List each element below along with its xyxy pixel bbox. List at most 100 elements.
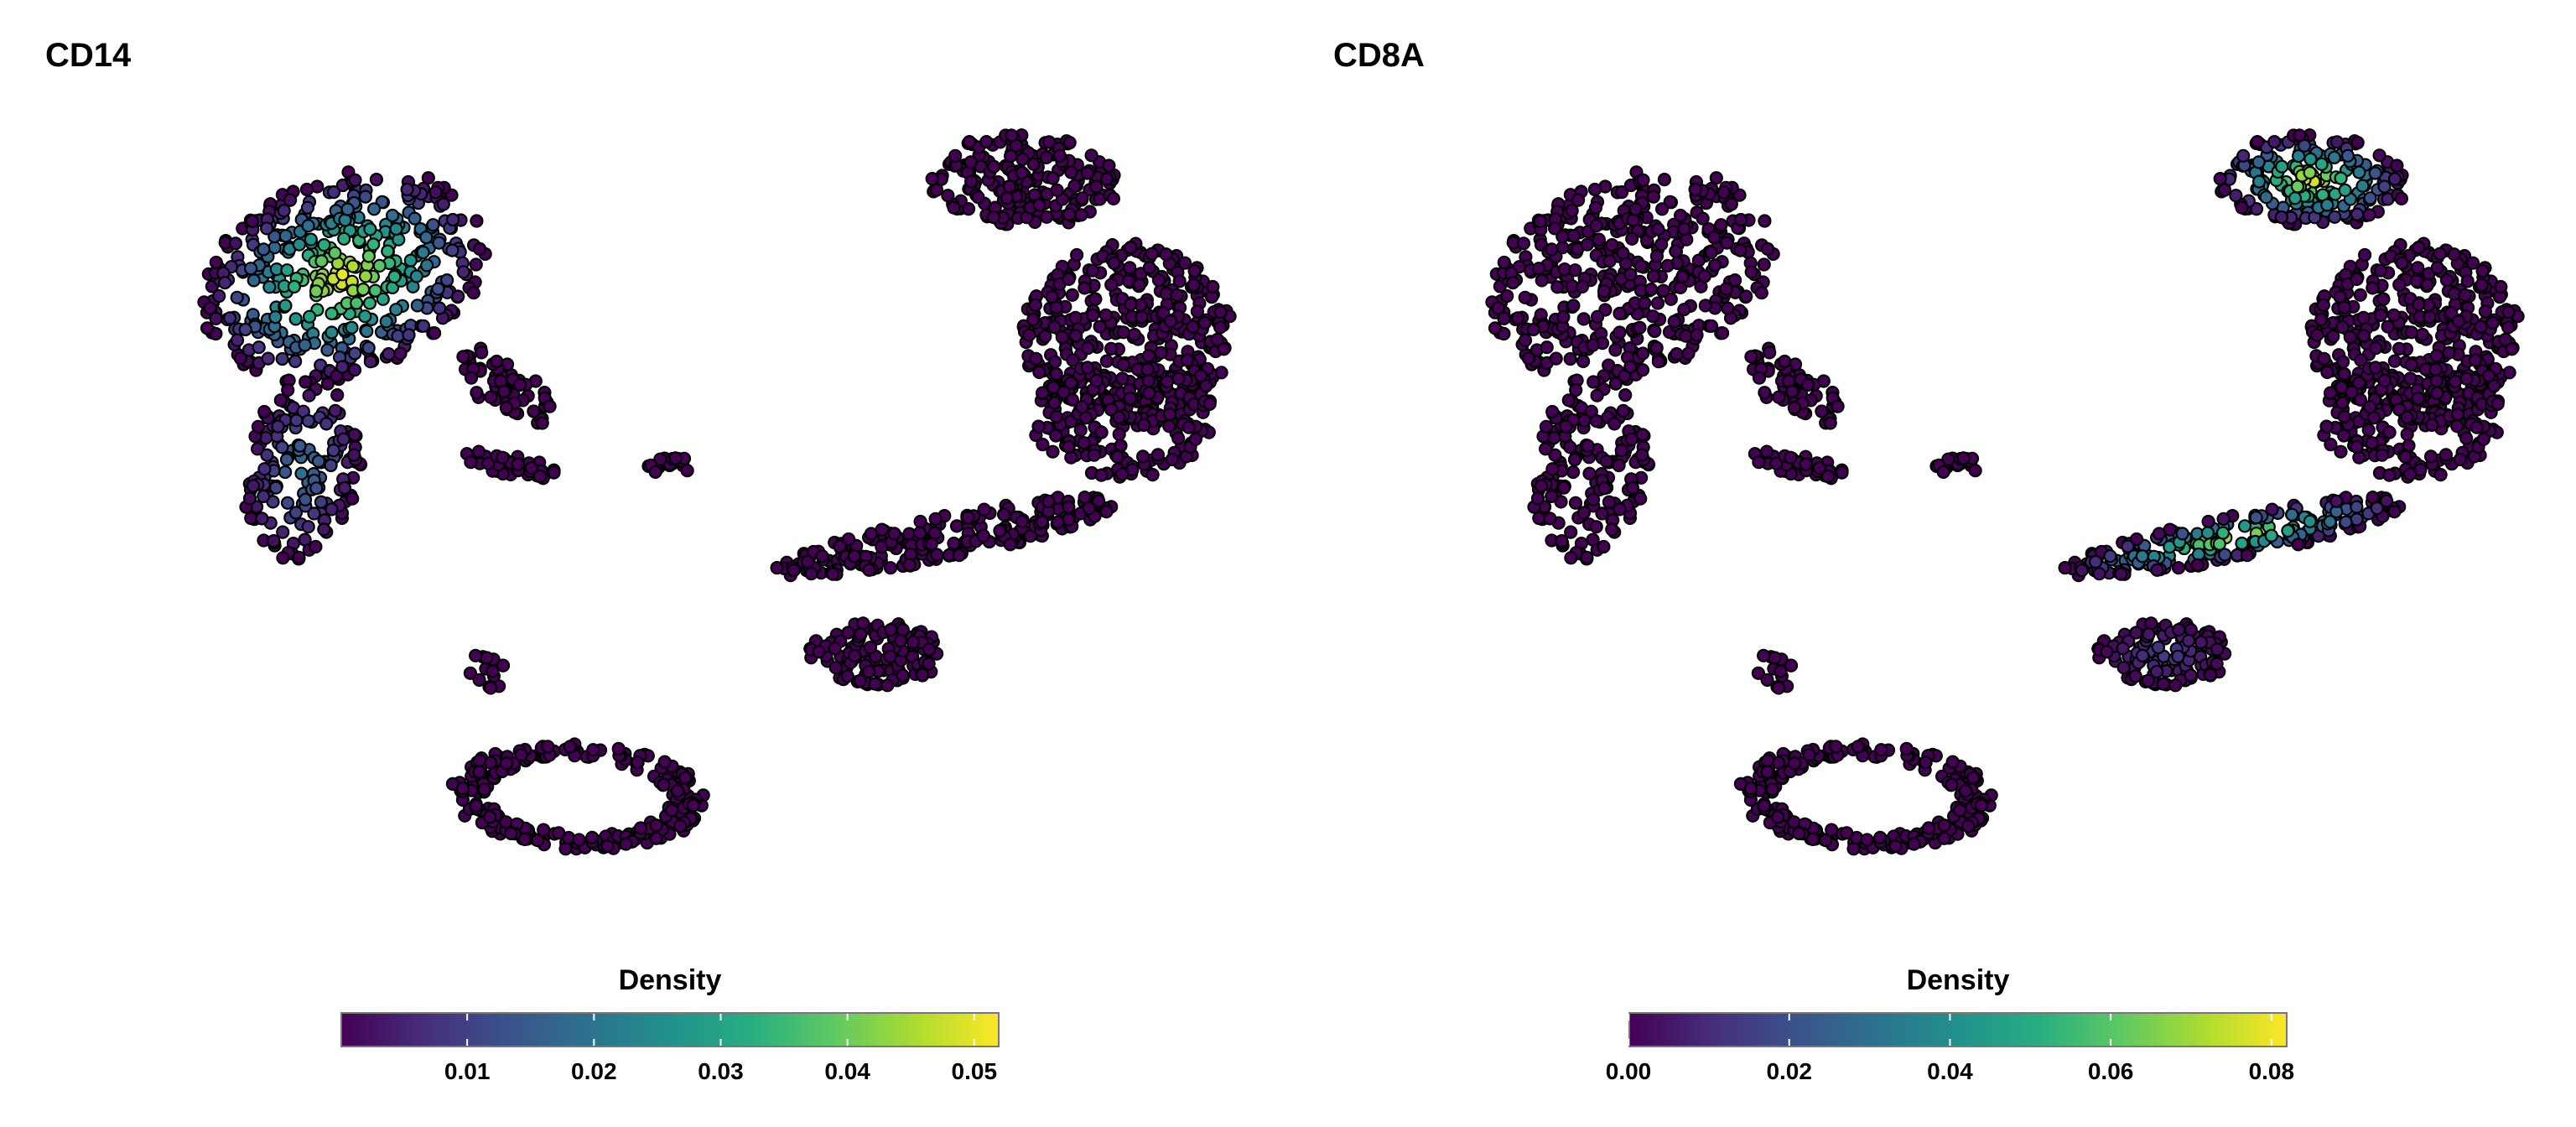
data-point — [356, 283, 371, 297]
data-point — [2353, 392, 2368, 407]
data-point — [976, 528, 990, 543]
data-point — [1771, 681, 1786, 695]
data-point — [271, 419, 285, 434]
data-point — [1142, 261, 1156, 275]
legend-title: Density — [1906, 964, 2010, 996]
data-point — [1667, 314, 1681, 329]
data-point — [1873, 830, 1888, 845]
data-point — [1590, 388, 1604, 402]
data-point — [391, 329, 405, 343]
data-point — [1812, 460, 1826, 475]
data-point — [2501, 320, 2516, 335]
data-point — [963, 155, 978, 169]
data-point — [416, 319, 431, 333]
data-point — [1040, 210, 1054, 224]
data-point — [470, 214, 484, 228]
data-point — [2151, 640, 2166, 655]
data-point — [2293, 128, 2307, 143]
data-point — [841, 532, 856, 547]
data-point — [1049, 409, 1063, 424]
data-point — [1602, 254, 1617, 268]
data-point — [2121, 539, 2135, 553]
data-point — [1613, 502, 1627, 517]
data-point — [1140, 362, 1155, 377]
data-point — [1613, 306, 1627, 320]
data-point — [1633, 491, 1648, 506]
data-point — [289, 413, 304, 428]
data-point — [2357, 247, 2372, 262]
data-point — [1015, 514, 1029, 528]
data-point — [293, 439, 307, 453]
data-point — [402, 328, 416, 342]
data-point — [1075, 191, 1089, 205]
data-point — [2103, 549, 2117, 564]
data-point — [269, 480, 283, 495]
data-point — [1937, 831, 1951, 845]
data-point — [1688, 182, 1702, 197]
data-point — [1180, 353, 1195, 367]
data-point — [209, 255, 223, 270]
data-point — [363, 355, 377, 369]
data-point — [2218, 548, 2232, 562]
data-point — [347, 363, 362, 377]
data-point — [770, 560, 784, 575]
data-point — [1540, 340, 1554, 355]
data-point — [1137, 418, 1151, 432]
data-point — [847, 648, 862, 663]
data-point — [283, 193, 298, 207]
data-point — [2369, 341, 2383, 356]
data-point — [902, 558, 917, 572]
data-point — [1820, 469, 1836, 484]
data-point — [2212, 537, 2226, 551]
data-point — [1099, 172, 1114, 186]
data-point — [2412, 298, 2426, 312]
colorbar-tick-label: 0.06 — [2087, 1058, 2134, 1084]
data-point — [952, 548, 967, 563]
data-point — [1760, 673, 1774, 688]
data-point — [1752, 455, 1766, 470]
data-point — [2236, 148, 2251, 163]
data-point — [947, 536, 961, 551]
data-point — [1618, 388, 1633, 402]
data-point — [2128, 669, 2142, 683]
data-point — [2320, 198, 2334, 212]
colorbar-gradient — [340, 1012, 1000, 1047]
data-point — [1757, 799, 1771, 813]
data-point — [2240, 548, 2255, 563]
data-point — [294, 466, 309, 480]
data-point — [1581, 439, 1595, 453]
data-point — [1651, 222, 1665, 236]
data-point — [1937, 818, 1951, 833]
data-point — [2392, 402, 2407, 417]
data-point — [1104, 402, 1119, 417]
data-point — [1115, 371, 1130, 386]
data-point — [2339, 515, 2353, 529]
data-point — [1707, 231, 1722, 245]
data-point — [2402, 467, 2418, 481]
data-point — [804, 567, 818, 581]
data-point — [2350, 439, 2364, 454]
data-point — [928, 512, 943, 527]
data-point — [299, 375, 313, 389]
data-point — [1825, 823, 1839, 837]
data-point — [2203, 667, 2218, 682]
data-point — [861, 664, 876, 679]
data-point — [432, 236, 446, 250]
data-point — [631, 756, 645, 770]
data-point — [2350, 207, 2365, 221]
data-point — [558, 842, 573, 856]
data-point — [238, 322, 252, 337]
data-point — [387, 269, 402, 284]
data-point — [1047, 355, 1062, 369]
data-point — [1087, 448, 1101, 462]
data-point — [527, 404, 541, 418]
data-point — [2356, 310, 2371, 325]
data-point — [420, 258, 434, 273]
data-point — [2442, 345, 2456, 360]
data-point — [2382, 425, 2397, 439]
data-point — [1628, 202, 1643, 216]
data-point — [1563, 440, 1577, 454]
data-point — [251, 442, 265, 456]
data-point — [477, 782, 491, 797]
data-point — [1654, 237, 1669, 252]
